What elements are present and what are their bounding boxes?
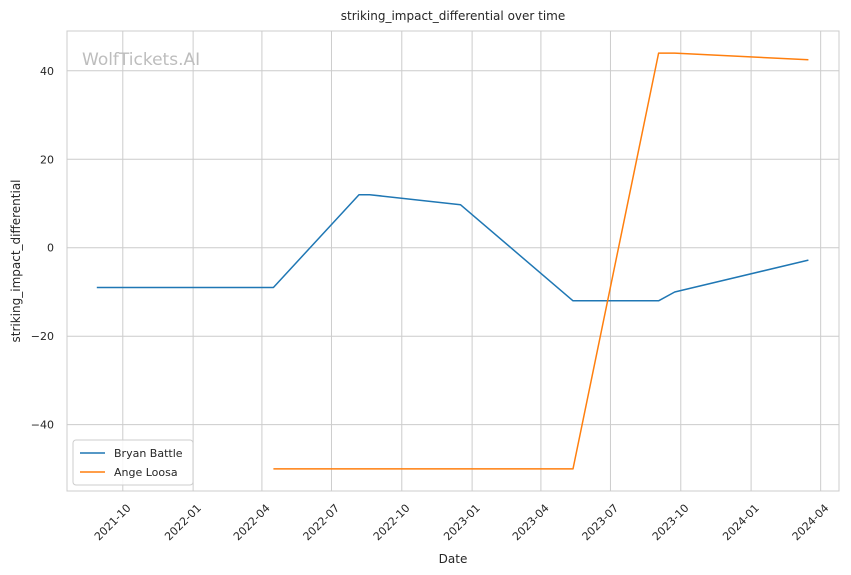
y-tick-label: −20 (31, 330, 54, 343)
legend-label: Ange Loosa (114, 466, 178, 479)
x-tick-label: 2021-10 (92, 502, 134, 544)
legend-items: Bryan Battle Ange Loosa (80, 447, 183, 479)
x-tick-label: 2023-07 (580, 502, 622, 544)
x-tick-label: 2024-01 (720, 502, 762, 544)
y-tick-label: 40 (40, 65, 54, 78)
series-line (273, 52, 809, 470)
y-tick-label: 0 (47, 242, 54, 255)
y-tick-label: 20 (40, 153, 54, 166)
x-tick-label: 2022-07 (301, 502, 343, 544)
y-axis-title: striking_impact_differential (9, 179, 23, 342)
x-tick-label: 2023-10 (650, 502, 692, 544)
x-tick-labels: 2021-10 2022-01 2022-04 2022-07 2022-10 2023-… (92, 502, 832, 544)
plot-area (66, 30, 840, 492)
x-tick-label: 2024-04 (790, 502, 832, 544)
series-line (96, 193, 809, 302)
x-tick-label: 2023-04 (510, 502, 552, 544)
x-tick-label: 2022-04 (231, 502, 273, 544)
legend: Bryan Battle Ange Loosa (72, 439, 194, 486)
x-axis-title: Date (439, 552, 468, 566)
y-tick-label: −40 (31, 419, 54, 432)
legend-box (72, 439, 194, 486)
series-group (96, 52, 809, 470)
x-tick-label: 2022-01 (162, 502, 204, 544)
y-tick-labels: 40 20 0 −20 −40 (31, 65, 54, 432)
grid (67, 31, 839, 491)
x-tick-label: 2022-10 (371, 502, 413, 544)
chart-title: striking_impact_differential over time (341, 9, 566, 23)
legend-label: Bryan Battle (114, 447, 183, 460)
x-tick-label: 2023-01 (441, 502, 483, 544)
watermark: WolfTickets.AI (82, 50, 200, 70)
